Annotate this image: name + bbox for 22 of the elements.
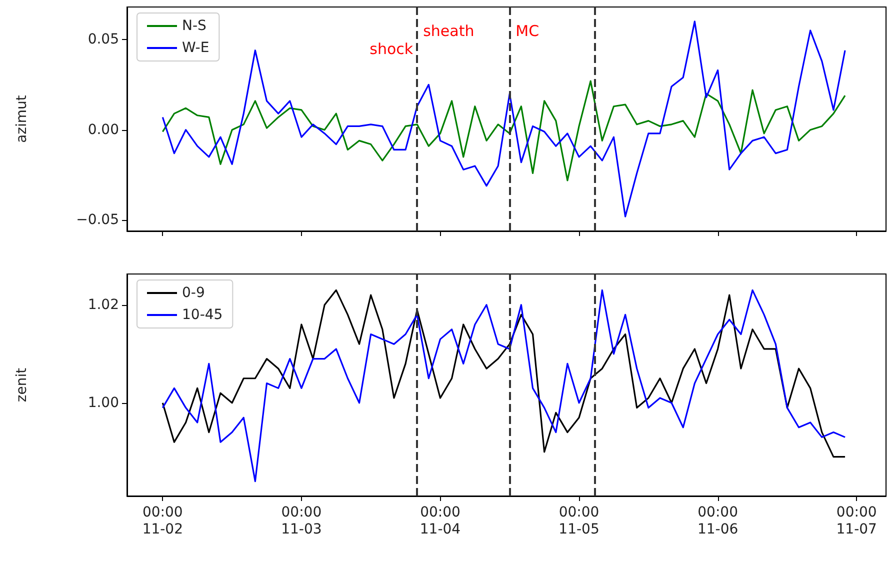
- x-tick-label: 00:00 11-06: [697, 504, 738, 538]
- x-tick-label: 00:00 11-04: [420, 504, 461, 538]
- y-tick-label: 0.00: [88, 122, 119, 138]
- annotation: shock: [370, 40, 414, 58]
- line-series: [162, 80, 846, 182]
- annotation: MC: [516, 22, 540, 40]
- x-tick-label: 00:00 11-07: [836, 504, 877, 538]
- legend-label: 0-9: [182, 285, 205, 301]
- line-series: [162, 20, 846, 218]
- x-tick-label: 00:00 11-05: [558, 504, 600, 538]
- y-tick-label: 1.02: [88, 296, 119, 313]
- y-tick-label: 1.00: [88, 394, 119, 411]
- legend-label: W-E: [182, 40, 210, 56]
- y-axis-title: azimut: [14, 94, 30, 143]
- legend-label: N-S: [182, 18, 207, 34]
- legend-label: 10-45: [182, 307, 223, 323]
- y-tick-label: 0.05: [88, 32, 119, 48]
- annotation: sheath: [423, 22, 474, 40]
- y-axis-title: zenit: [14, 367, 30, 402]
- x-tick-label: 00:00 11-03: [281, 504, 322, 538]
- y-tick-label: −0.05: [76, 212, 119, 228]
- x-tick-label: 00:00 11-02: [142, 504, 184, 538]
